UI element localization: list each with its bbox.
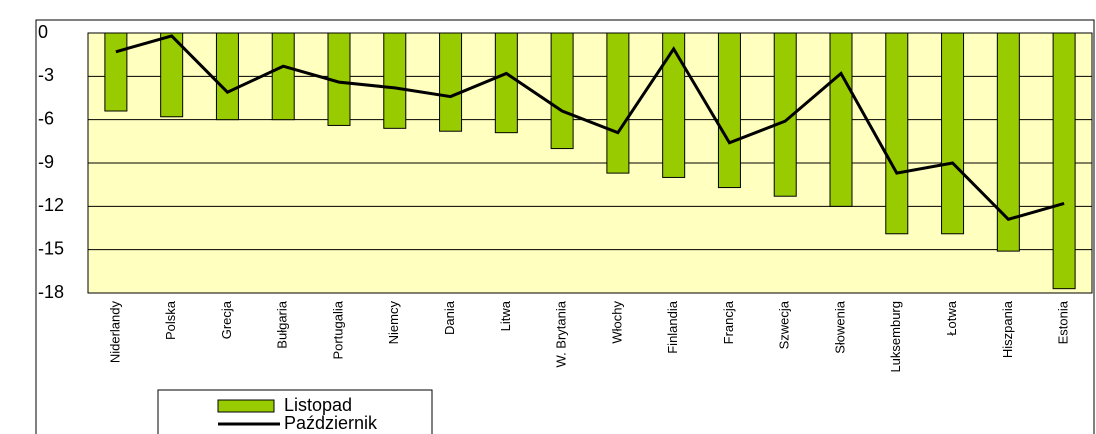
line bbox=[115, 34, 1065, 222]
bar bbox=[215, 32, 239, 121]
legend-label: Październik bbox=[284, 413, 378, 433]
bar bbox=[494, 32, 518, 134]
x-tick-label: Szwecja bbox=[777, 300, 792, 349]
x-tick-label: Francja bbox=[721, 300, 736, 344]
bar bbox=[550, 32, 574, 150]
x-tick-label: Niderlandy bbox=[107, 301, 122, 364]
x-tick-label: Grecja bbox=[219, 300, 234, 339]
bar bbox=[606, 32, 630, 174]
legend-box bbox=[157, 389, 433, 434]
x-tick-label: Litwa bbox=[498, 300, 513, 331]
x-tick-label: Luksemburg bbox=[888, 301, 903, 373]
x-tick-label: Portugalia bbox=[330, 300, 345, 359]
bar bbox=[271, 32, 295, 121]
x-tick-label: Polska bbox=[163, 300, 178, 340]
legend-swatch bbox=[217, 399, 275, 413]
y-tick-label: -9 bbox=[38, 152, 54, 172]
bar bbox=[160, 32, 184, 118]
y-tick-label: -18 bbox=[38, 282, 64, 302]
x-tick-label: Estonia bbox=[1056, 300, 1071, 344]
bar bbox=[885, 32, 909, 235]
legend-label: Listopad bbox=[284, 395, 352, 415]
x-tick-label: Łotwa bbox=[944, 300, 959, 335]
x-tick-label: Słowenia bbox=[832, 300, 847, 354]
x-tick-label: Włochy bbox=[609, 301, 624, 344]
y-tick-label: -3 bbox=[38, 65, 54, 85]
x-tick-label: Niemcy bbox=[386, 301, 401, 345]
bar bbox=[773, 32, 797, 197]
x-tick-label: Dania bbox=[442, 300, 457, 335]
y-tick-label: -12 bbox=[38, 195, 64, 215]
bar bbox=[439, 32, 463, 132]
y-tick-label: -15 bbox=[38, 238, 64, 258]
x-tick-label: W. Brytania bbox=[554, 300, 569, 367]
x-tick-label: Hiszpania bbox=[1000, 300, 1015, 358]
y-tick-label: -6 bbox=[38, 108, 54, 128]
x-tick-label: Finlandia bbox=[665, 300, 680, 354]
bar bbox=[662, 32, 686, 178]
y-tick-label: 0 bbox=[38, 22, 48, 42]
bar bbox=[996, 32, 1020, 252]
bar bbox=[383, 32, 407, 129]
bar bbox=[104, 32, 128, 112]
x-tick-label: Bułgaria bbox=[275, 300, 290, 348]
bar bbox=[829, 32, 853, 207]
bar bbox=[1052, 32, 1076, 290]
bar bbox=[717, 32, 741, 189]
bar bbox=[941, 32, 965, 235]
